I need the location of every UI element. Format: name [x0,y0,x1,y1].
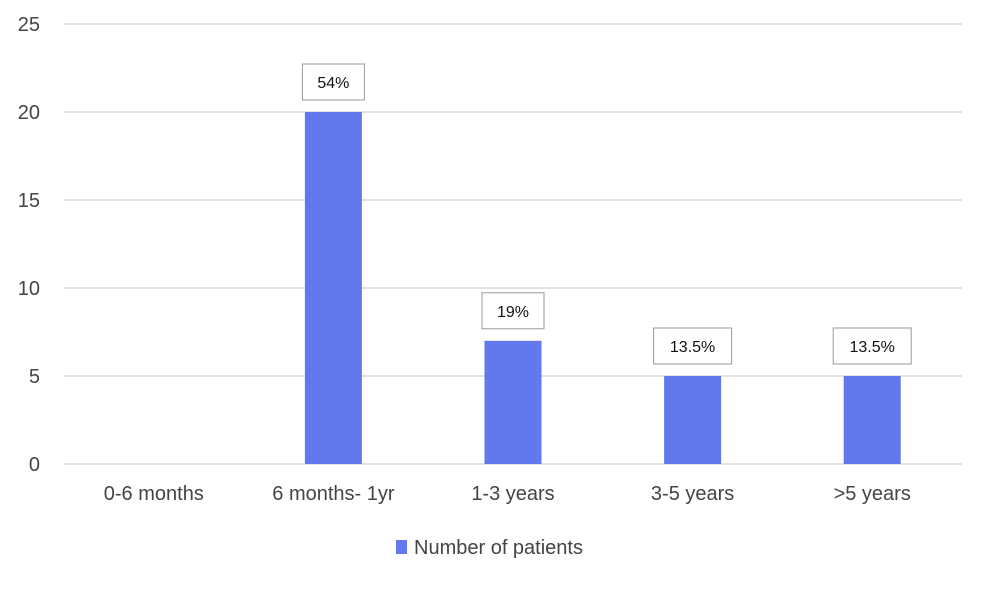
bar [484,340,542,464]
y-axis-ticks: 0 5 10 15 20 25 [18,14,40,476]
gridlines [64,23,962,465]
x-category-label: >5 years [834,483,911,505]
x-axis-categories: 0-6 months 6 months- 1yr 1-3 years 3-5 year… [104,483,911,505]
data-label: 54% [317,75,349,92]
legend-swatch [396,540,407,554]
legend: Number of patients [396,537,583,559]
bars [304,112,901,464]
bar [843,376,901,464]
data-labels: 54% 19% 13.5% 13.5% [301,63,912,365]
x-category-label: 3-5 years [651,483,734,505]
bar [664,376,722,464]
data-label: 13.5% [670,339,715,356]
y-tick-label: 0 [29,454,40,476]
y-tick-label: 25 [18,14,40,36]
data-label-box [653,327,733,365]
data-label: 19% [497,304,529,321]
y-tick-label: 15 [18,190,40,212]
legend-label: Number of patients [414,537,583,559]
x-category-label: 6 months- 1yr [272,483,395,505]
x-category-label: 0-6 months [104,483,204,505]
data-label-box [481,292,545,330]
data-label-box [301,63,365,101]
data-label: 13.5% [850,339,895,356]
y-tick-label: 20 [18,102,40,124]
bar [304,112,362,464]
data-label-box [832,327,912,365]
x-category-label: 1-3 years [471,483,554,505]
y-tick-label: 5 [29,366,40,388]
y-tick-label: 10 [18,278,40,300]
